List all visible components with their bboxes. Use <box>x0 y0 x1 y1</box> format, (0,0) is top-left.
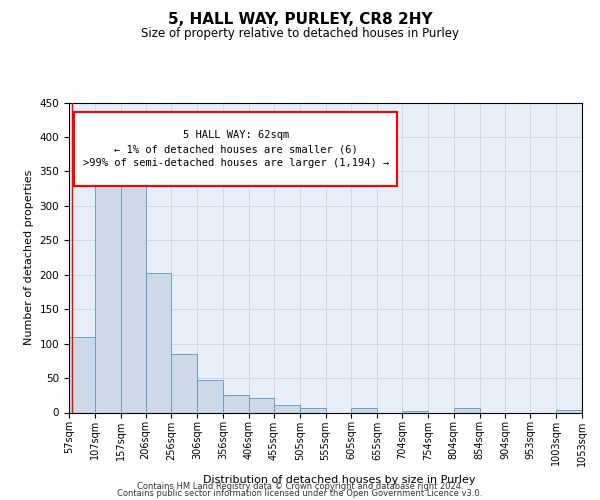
Text: Distribution of detached houses by size in Purley: Distribution of detached houses by size … <box>203 475 475 485</box>
Bar <box>300 408 325 412</box>
Bar <box>454 408 479 412</box>
Text: Contains public sector information licensed under the Open Government Licence v3: Contains public sector information licen… <box>118 488 482 498</box>
Bar <box>95 173 121 412</box>
Bar <box>402 411 428 412</box>
Bar <box>146 272 172 412</box>
Bar <box>121 177 146 412</box>
Bar <box>197 380 223 412</box>
Bar <box>69 336 95 412</box>
Text: Contains HM Land Registry data © Crown copyright and database right 2024.: Contains HM Land Registry data © Crown c… <box>137 482 463 491</box>
Text: 5 HALL WAY: 62sqm
← 1% of detached houses are smaller (6)
>99% of semi-detached : 5 HALL WAY: 62sqm ← 1% of detached house… <box>83 130 389 168</box>
Bar <box>556 410 582 412</box>
FancyBboxPatch shape <box>74 112 397 186</box>
Text: Size of property relative to detached houses in Purley: Size of property relative to detached ho… <box>141 28 459 40</box>
Bar <box>274 405 300 412</box>
Text: 5, HALL WAY, PURLEY, CR8 2HY: 5, HALL WAY, PURLEY, CR8 2HY <box>167 12 433 28</box>
Bar <box>172 354 197 412</box>
Bar <box>223 396 249 412</box>
Y-axis label: Number of detached properties: Number of detached properties <box>24 170 34 345</box>
Bar <box>351 408 377 412</box>
Bar <box>249 398 274 412</box>
